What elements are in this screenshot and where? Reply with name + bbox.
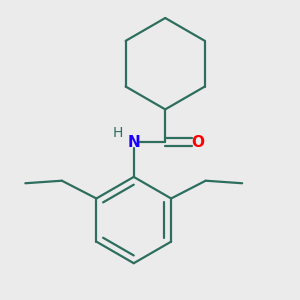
Text: H: H: [112, 126, 123, 140]
Text: O: O: [192, 135, 205, 150]
Text: N: N: [128, 135, 140, 150]
